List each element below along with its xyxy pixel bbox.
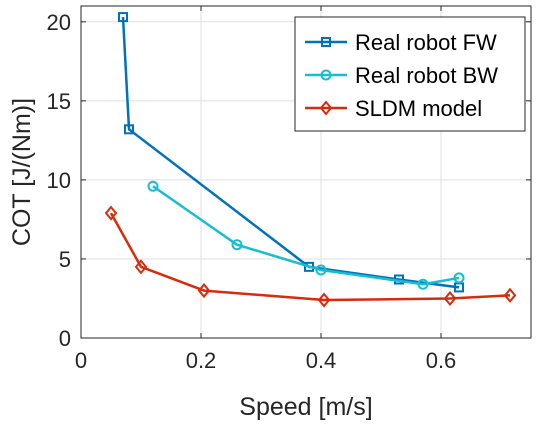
- data-point: [124, 124, 134, 135]
- legend-label: Real robot FW: [355, 30, 497, 55]
- legend-label: SLDM model: [355, 96, 482, 121]
- data-point: [453, 272, 465, 284]
- data-point: [315, 264, 327, 276]
- data-point: [134, 259, 148, 275]
- data-point: [147, 180, 159, 192]
- legend-label: Real robot BW: [355, 63, 498, 88]
- axes-layer: 0 0.2 0.4 0.6 0 5 10 15 20: [47, 5, 532, 373]
- legend-swatch-marker: [319, 100, 333, 116]
- y-tick-label: 5: [59, 247, 71, 272]
- data-point: [443, 290, 457, 307]
- data-point: [231, 239, 243, 251]
- y-tick-label: 0: [59, 326, 71, 351]
- x-tick-label: 0.6: [426, 348, 457, 373]
- data-point: [197, 283, 211, 299]
- legend-swatch-marker: [320, 69, 332, 81]
- series-line: [152, 185, 460, 286]
- data-point: [417, 278, 429, 290]
- data-point: [503, 287, 517, 303]
- legend-swatch-marker: [321, 37, 331, 47]
- y-tick-label: 10: [47, 168, 71, 193]
- labels-layer: Speed [m/s] COT [J/(Nm)]: [8, 98, 373, 421]
- x-tick-label: 0.4: [306, 348, 337, 373]
- series-layer: [104, 12, 517, 308]
- x-tick-label: 0.2: [186, 348, 217, 373]
- y-tick-label: 15: [47, 89, 71, 114]
- series-sldm-model: [104, 205, 517, 308]
- data-point: [118, 12, 128, 23]
- legend-entry: Real robot FW: [305, 30, 497, 55]
- legend-entry: Real robot BW: [305, 63, 498, 88]
- x-axis-label: Speed [m/s]: [239, 393, 372, 421]
- legend-entry: SLDM model: [305, 96, 482, 121]
- x-tick-label: 0: [75, 348, 87, 373]
- series-real-robot-bw: [147, 180, 465, 290]
- data-point: [317, 292, 331, 308]
- legend: Real robot FW Real robot BW SLDM model: [294, 16, 526, 132]
- series-line: [109, 212, 511, 302]
- y-tick-label: 20: [47, 10, 71, 35]
- data-point: [104, 205, 118, 221]
- axes-box: [80, 5, 532, 339]
- y-axis-label: COT [J/(Nm)]: [8, 98, 36, 246]
